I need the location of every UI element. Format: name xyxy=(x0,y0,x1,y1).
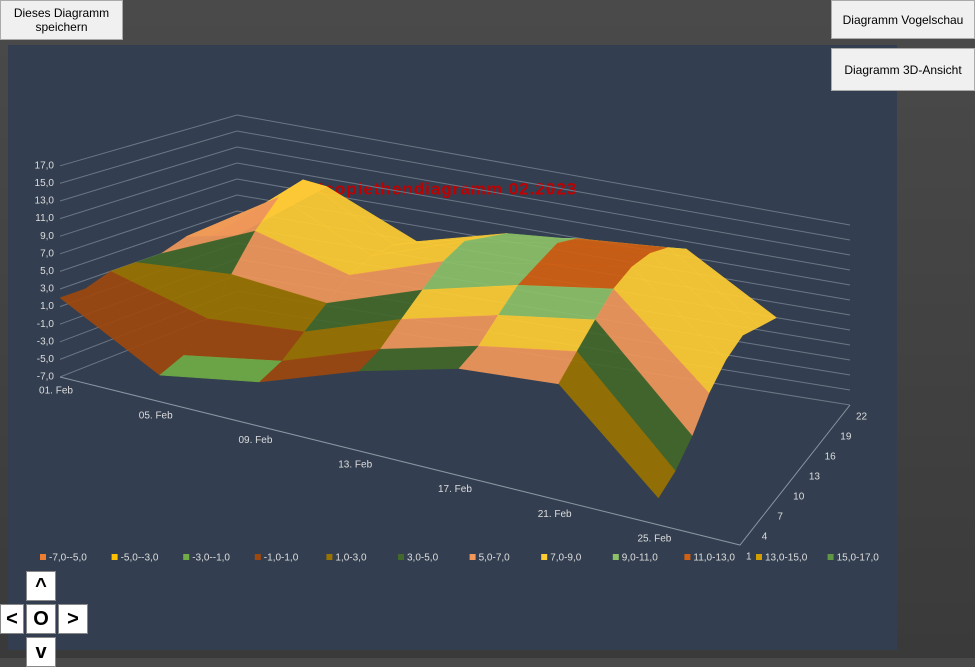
z-tick-label: -3,0 xyxy=(37,336,55,347)
z-tick-label: -5,0 xyxy=(37,354,55,365)
legend-swatch xyxy=(254,554,261,560)
x-tick-label: 21. Feb xyxy=(538,509,572,520)
x-tick-label: 09. Feb xyxy=(239,435,273,446)
z-tick-label: -7,0 xyxy=(37,372,55,383)
legend-swatch xyxy=(756,554,762,560)
x-tick-label: 17. Feb xyxy=(438,484,472,495)
x-tick-label: 13. Feb xyxy=(338,460,372,471)
legend-swatch xyxy=(684,554,691,560)
z-tick-label: 5,0 xyxy=(40,266,54,277)
y-tick-label: 1 xyxy=(746,552,752,563)
surface-patch xyxy=(478,314,596,352)
legend-label: -1,0-1,0 xyxy=(264,553,299,564)
grid-line xyxy=(59,162,851,271)
surface-patch xyxy=(558,351,676,499)
z-tick-label: 17,0 xyxy=(35,160,55,171)
legend-label: -5,0--3,0 xyxy=(121,553,159,564)
legend-swatch xyxy=(469,554,476,560)
legend-label: 9,0-11,0 xyxy=(622,553,658,564)
nav-down[interactable]: v xyxy=(26,637,56,667)
z-tick-label: 1,0 xyxy=(40,301,54,312)
legend-swatch xyxy=(183,554,190,560)
grid-line xyxy=(59,130,851,241)
legend-swatch xyxy=(612,554,619,560)
z-tick-label: 9,0 xyxy=(40,231,54,242)
x-tick-label: 25. Feb xyxy=(637,533,671,544)
axis-line xyxy=(59,376,851,546)
surface-patch xyxy=(497,284,614,321)
z-tick-label: 11,0 xyxy=(35,213,54,224)
x-tick-label: 01. Feb xyxy=(39,386,73,397)
view3d-button[interactable]: Diagramm 3D-Ansicht xyxy=(831,48,975,91)
legend-label: -7,0--5,0 xyxy=(49,553,87,564)
legend-label: 3,0-5,0 xyxy=(407,553,439,564)
legend-label: -3,0--1,0 xyxy=(192,553,230,564)
z-tick-label: 7,0 xyxy=(40,248,54,259)
nav-center[interactable]: O xyxy=(26,604,56,634)
surface-patch xyxy=(517,263,633,290)
birdview-button[interactable]: Diagramm Vogelschau xyxy=(831,0,975,39)
legend-swatch xyxy=(40,554,46,560)
y-tick-label: 22 xyxy=(856,412,868,423)
legend-label: 13,0-15,0 xyxy=(765,553,808,564)
z-tick-label: -1,0 xyxy=(37,319,55,330)
chart-title: Isoplethendiagramm 02.2023 xyxy=(319,179,577,198)
grid-line xyxy=(59,146,851,256)
nav-left[interactable]: < xyxy=(0,604,24,634)
grid-line xyxy=(59,114,851,226)
y-tick-label: 13 xyxy=(809,472,821,483)
nav-right[interactable]: > xyxy=(58,604,88,634)
x-tick-label: 05. Feb xyxy=(139,410,173,421)
legend-label: 1,0-3,0 xyxy=(335,553,367,564)
legend-label: 5,0-7,0 xyxy=(479,553,511,564)
save-button[interactable]: Dieses Diagramm speichern xyxy=(0,0,123,40)
legend-swatch xyxy=(398,554,404,560)
legend-label: 15,0-17,0 xyxy=(837,553,880,564)
legend-label: 11,0-13,0 xyxy=(693,553,735,564)
y-tick-label: 19 xyxy=(840,432,852,443)
y-tick-label: 7 xyxy=(777,512,783,523)
legend-swatch xyxy=(111,554,118,560)
z-tick-label: 15,0 xyxy=(35,178,55,189)
y-tick-label: 16 xyxy=(825,452,837,463)
surface-patch xyxy=(458,345,578,385)
y-tick-label: 10 xyxy=(793,492,805,503)
y-tick-label: 4 xyxy=(762,532,768,543)
nav-up[interactable]: ^ xyxy=(26,571,56,601)
legend-swatch xyxy=(827,554,834,560)
legend-swatch xyxy=(326,554,333,560)
legend-label: 7,0-9,0 xyxy=(550,553,582,564)
legend-swatch xyxy=(541,554,548,560)
z-tick-label: 13,0 xyxy=(35,196,55,207)
z-tick-label: 3,0 xyxy=(40,284,54,295)
